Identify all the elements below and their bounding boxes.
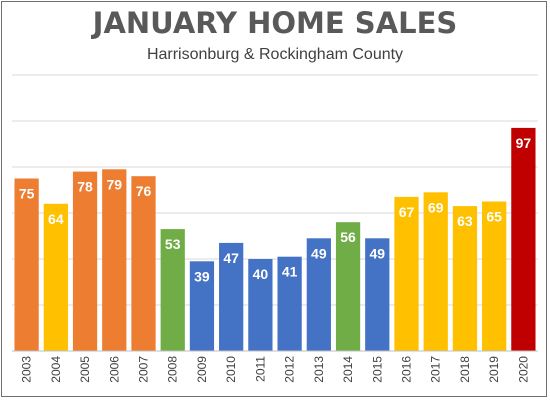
gridlines	[12, 74, 538, 306]
data-label-2020: 97	[516, 135, 532, 151]
bar-2017	[423, 192, 448, 351]
tick-label-2003: 2003	[20, 356, 34, 383]
bar-2016	[394, 196, 419, 351]
data-label-2016: 67	[399, 204, 415, 220]
tick-label-2016: 2016	[400, 356, 414, 383]
tick-label-2017: 2017	[429, 356, 443, 383]
data-label-2008: 53	[165, 236, 181, 252]
bar-2019	[482, 201, 507, 351]
bar-2015	[365, 238, 390, 351]
data-label-2011: 40	[253, 266, 269, 282]
bar-2008	[160, 229, 185, 351]
bar-2006	[102, 169, 127, 351]
data-label-2004: 64	[48, 211, 64, 227]
tick-label-2020: 2020	[516, 356, 530, 383]
bar-2009	[189, 261, 215, 351]
data-label-2010: 47	[223, 250, 239, 266]
data-label-2015: 49	[369, 245, 385, 261]
tick-label-2013: 2013	[312, 356, 326, 383]
bar-2005	[72, 171, 98, 351]
data-label-2018: 63	[457, 213, 473, 229]
data-label-2007: 76	[136, 183, 152, 199]
bar-2011	[248, 259, 273, 351]
tick-label-2009: 2009	[195, 356, 209, 383]
bar-2014	[335, 222, 361, 351]
tick-label-2008: 2008	[166, 356, 180, 383]
chart-title: JANUARY HOME SALES	[92, 6, 458, 40]
data-labels: 75 64 78 79 76 53 39 47 40 41 49 56 49 67 69 63 65 97	[19, 135, 532, 284]
tick-label-2004: 2004	[49, 356, 63, 383]
tick-label-2006: 2006	[107, 356, 121, 383]
bar-2004	[43, 203, 68, 351]
tick-label-2015: 2015	[370, 356, 384, 383]
tick-label-2014: 2014	[341, 356, 355, 383]
tick-label-2007: 2007	[137, 356, 151, 383]
bar-2012	[277, 256, 302, 351]
bar-2003	[14, 178, 39, 351]
tick-label-2010: 2010	[224, 356, 238, 383]
tick-label-2012: 2012	[283, 356, 297, 383]
bar-2020	[511, 127, 536, 352]
data-label-2003: 75	[19, 186, 35, 202]
tick-label-2011: 2011	[253, 356, 267, 382]
data-label-2009: 39	[194, 268, 210, 284]
bars	[14, 127, 536, 352]
data-label-2017: 69	[428, 199, 444, 215]
data-label-2014: 56	[340, 229, 356, 245]
chart-subtitle: Harrisonburg & Rockingham County	[146, 46, 404, 63]
bar-2013	[306, 238, 331, 351]
data-label-2006: 79	[106, 176, 122, 192]
x-axis-tick-labels: 2003 2004 2005 2006 2007 2008 2009 2010 2011 2012…	[20, 356, 531, 383]
bar-2018	[452, 206, 478, 351]
data-label-2019: 65	[486, 209, 502, 225]
tick-label-2019: 2019	[487, 356, 501, 383]
data-label-2012: 41	[282, 264, 298, 280]
bar-2010	[219, 242, 244, 351]
bar-2007	[131, 176, 156, 351]
tick-label-2005: 2005	[78, 356, 92, 383]
tick-label-2018: 2018	[458, 356, 472, 383]
data-label-2005: 78	[77, 179, 93, 195]
data-label-2013: 49	[311, 245, 327, 261]
